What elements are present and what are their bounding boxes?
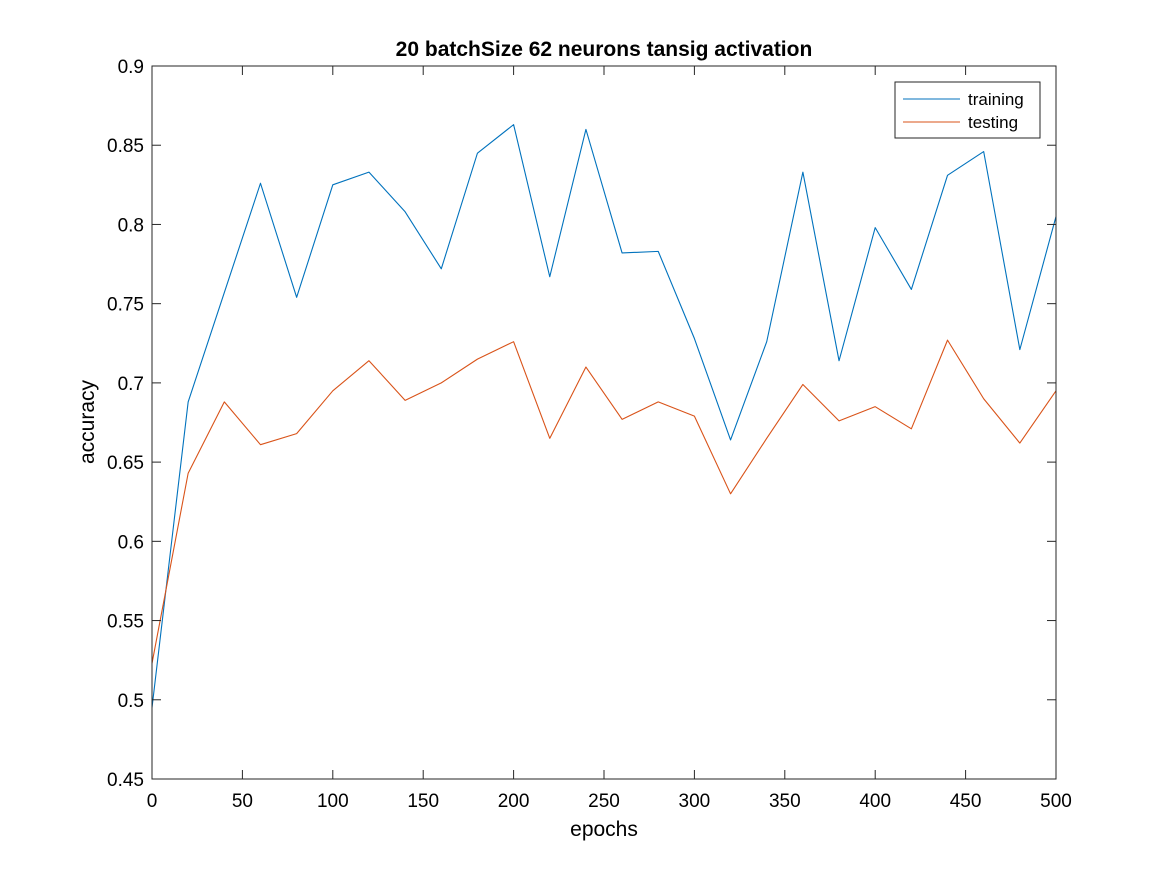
x-tick-label: 0 — [147, 791, 158, 812]
x-tick-label: 100 — [317, 791, 349, 812]
y-tick-label: 0.7 — [118, 374, 144, 395]
y-tick-label: 0.45 — [107, 770, 144, 791]
y-axis-label: accuracy — [76, 379, 99, 464]
y-tick-label: 0.85 — [107, 136, 144, 157]
x-tick-label: 500 — [1040, 791, 1072, 812]
x-tick-label: 50 — [232, 791, 253, 812]
legend-box — [894, 81, 1041, 139]
y-tick-label: 0.65 — [107, 453, 144, 474]
series-line-testing — [151, 339, 1057, 664]
legend-label-testing: testing — [968, 113, 1018, 132]
series-lines — [151, 124, 1057, 708]
x-tick-label: 150 — [407, 791, 439, 812]
y-tick-label: 0.5 — [118, 691, 144, 712]
x-tick-label: 450 — [950, 791, 982, 812]
x-tick-label: 250 — [588, 791, 620, 812]
x-tick-label: 300 — [679, 791, 711, 812]
x-tick-label: 200 — [498, 791, 530, 812]
y-tick-label: 0.9 — [118, 57, 144, 78]
chart-title: 20 batchSize 62 neurons tansig activatio… — [396, 38, 813, 61]
series-line-training — [151, 124, 1057, 708]
plot-area — [152, 66, 1056, 779]
axis-ticks: 0 50 100 150 200 250 300 350 400 450 500 0.45 0.5 0.5… — [107, 57, 1072, 812]
y-tick-label: 0.6 — [118, 532, 144, 553]
y-tick-label: 0.55 — [107, 612, 144, 633]
legend: training testing — [894, 81, 1041, 139]
x-tick-label: 400 — [859, 791, 891, 812]
x-tick-label: 350 — [769, 791, 801, 812]
legend-label-training: training — [968, 90, 1024, 109]
y-tick-label: 0.8 — [118, 215, 144, 236]
x-axis-label: epochs — [570, 818, 638, 841]
y-tick-label: 0.75 — [107, 295, 144, 316]
